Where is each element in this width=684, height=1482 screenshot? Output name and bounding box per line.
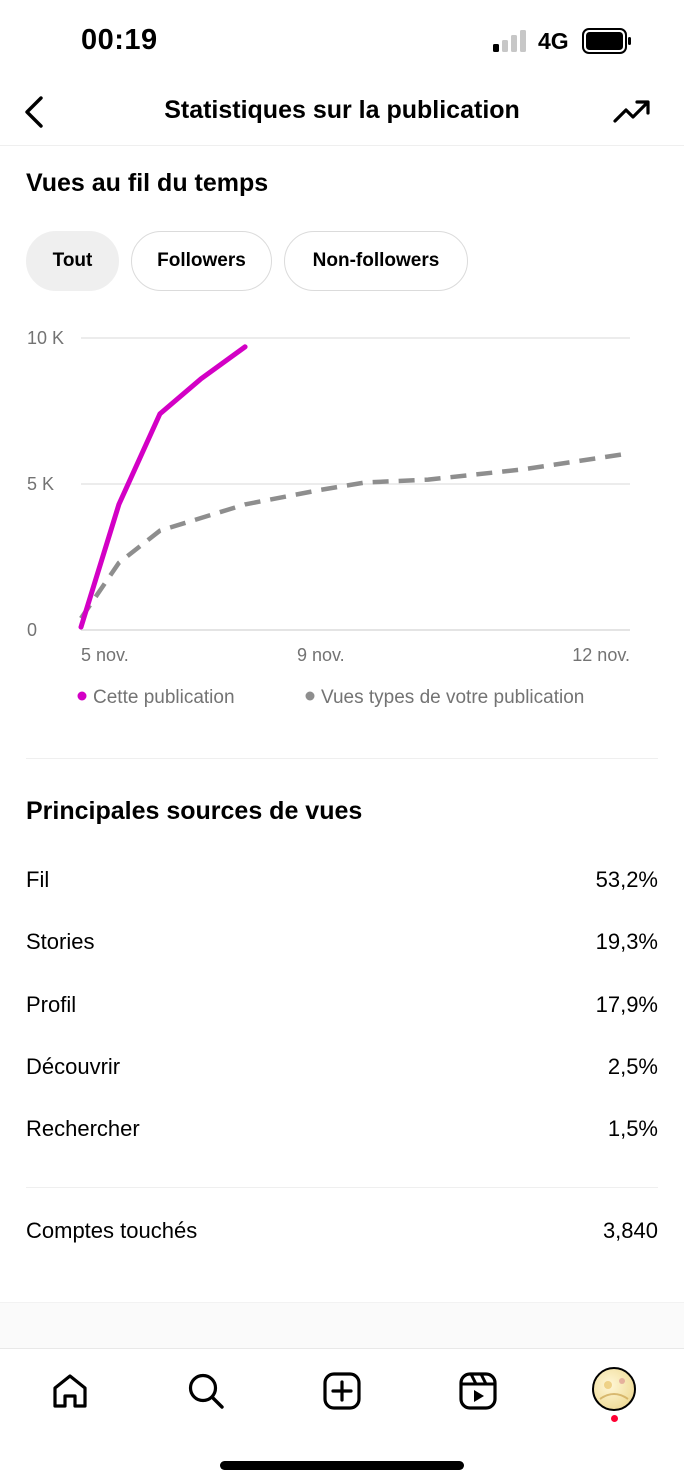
legend-dot — [305, 691, 315, 701]
series-line-this-post — [78, 344, 248, 630]
source-label: Stories — [26, 929, 95, 954]
source-row-decouvrir: Découvrir 2,5% — [26, 1047, 658, 1087]
nav-reels-button[interactable] — [454, 1367, 502, 1415]
create-icon — [323, 1372, 361, 1410]
notification-dot — [611, 1415, 618, 1422]
avatar-image-icon — [599, 1378, 629, 1400]
source-value: 2,5% — [607, 1054, 658, 1079]
profile-avatar[interactable] — [592, 1367, 636, 1411]
network-type: 4G — [538, 28, 569, 54]
status-time: 00:19 — [81, 24, 158, 56]
sources-section-title: Principales sources de vues — [26, 797, 363, 825]
back-button[interactable] — [14, 92, 54, 132]
source-value: 17,9% — [595, 992, 658, 1017]
source-value: 1,5% — [607, 1116, 658, 1141]
legend-label: Cette publication — [93, 687, 235, 708]
section-divider — [26, 1187, 658, 1188]
x-tick-label: 5 nov. — [81, 645, 129, 665]
nav-home-button[interactable] — [46, 1367, 94, 1415]
bottom-navigation — [0, 1348, 684, 1482]
x-tick-label: 9 nov. — [297, 645, 345, 665]
home-indicator — [220, 1461, 464, 1470]
filter-pill-followers[interactable]: Followers — [131, 231, 272, 291]
nav-create-button[interactable] — [318, 1367, 366, 1415]
legend-label: Vues types de votre publication — [321, 687, 584, 708]
reels-icon — [459, 1372, 497, 1410]
y-tick-label: 0 — [27, 620, 37, 640]
source-row-rechercher: Rechercher 1,5% — [26, 1109, 658, 1149]
section-divider — [26, 758, 658, 759]
status-bar: 00:19 4G — [0, 0, 684, 80]
trend-button[interactable] — [610, 92, 654, 132]
search-icon — [188, 1373, 224, 1409]
nav-search-button[interactable] — [182, 1367, 230, 1415]
filter-pill-non-followers[interactable]: Non-followers — [284, 231, 468, 291]
source-value: 19,3% — [595, 929, 658, 954]
legend-dot — [77, 691, 87, 701]
filter-pill-label: Followers — [157, 250, 246, 271]
filter-pill-all[interactable]: Tout — [26, 231, 119, 291]
source-value: 53,2% — [595, 867, 658, 892]
series-line-typical-views — [79, 451, 631, 620]
filter-pill-label: Tout — [52, 250, 93, 271]
views-line-chart: 10 K 5 K 0 5 nov. 9 nov. 12 nov. Cette publica… — [27, 328, 631, 708]
battery-icon — [582, 28, 631, 54]
reach-value: 3,840 — [602, 1218, 658, 1243]
content-footer-spacer — [0, 1302, 684, 1348]
filter-pill-label: Non-followers — [312, 250, 440, 271]
source-row-fil: Fil 53,2% — [26, 860, 658, 900]
source-label: Fil — [26, 867, 50, 892]
signal-icon — [493, 30, 526, 52]
reach-label: Comptes touchés — [26, 1218, 198, 1243]
reach-row: Comptes touchés 3,840 — [26, 1211, 658, 1251]
page-title: Statistiques sur la publication — [164, 96, 520, 124]
y-tick-label: 10 K — [27, 328, 64, 348]
x-tick-label: 12 nov. — [572, 645, 630, 665]
source-row-profil: Profil 17,9% — [26, 985, 658, 1025]
home-icon — [53, 1374, 87, 1408]
source-label: Découvrir — [26, 1054, 121, 1079]
trending-up-icon — [613, 100, 650, 123]
source-label: Profil — [26, 992, 77, 1017]
header: Statistiques sur la publication — [0, 80, 684, 146]
source-label: Rechercher — [26, 1116, 140, 1141]
source-row-stories: Stories 19,3% — [26, 922, 658, 962]
chevron-left-icon — [25, 96, 43, 128]
y-tick-label: 5 K — [27, 474, 54, 494]
views-section-title: Vues au fil du temps — [26, 169, 269, 197]
